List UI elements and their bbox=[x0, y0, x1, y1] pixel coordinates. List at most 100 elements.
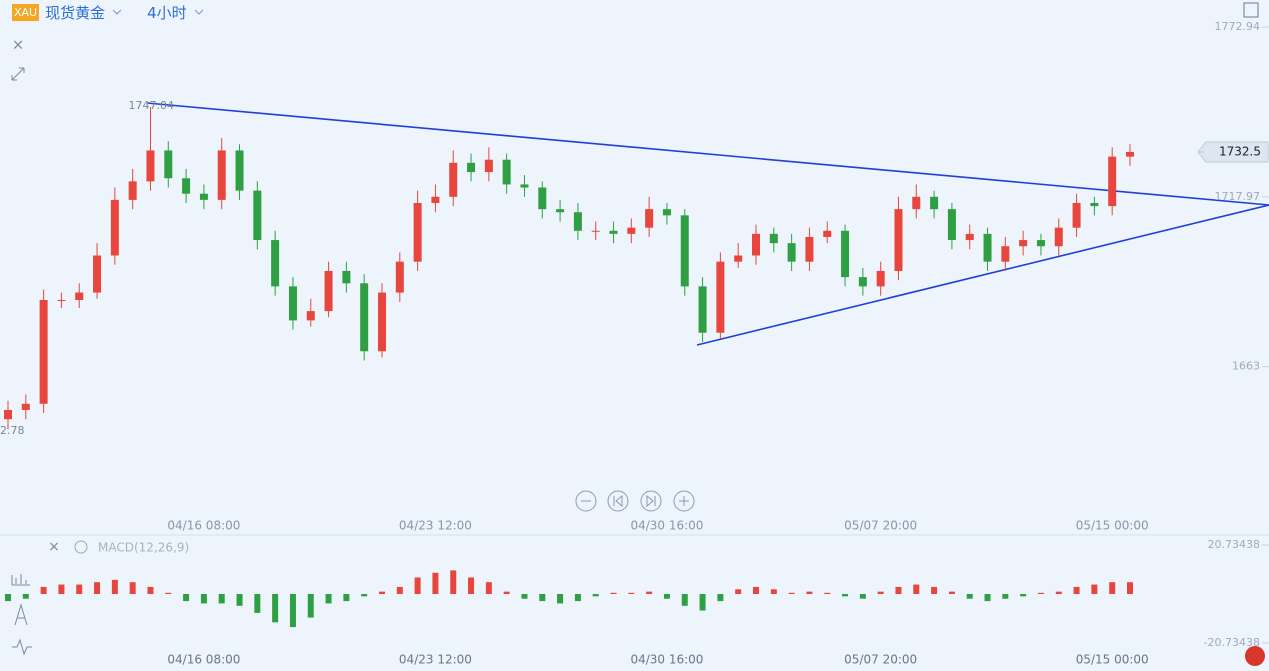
candle-body bbox=[342, 270, 351, 284]
candle-body bbox=[627, 227, 636, 234]
candle-body bbox=[734, 255, 743, 262]
macd-bar bbox=[5, 594, 11, 602]
macd-bar bbox=[183, 594, 190, 602]
macd-bar bbox=[735, 589, 742, 594]
zoom-in[interactable] bbox=[673, 490, 695, 512]
last-price-label: 1732.5 bbox=[1219, 144, 1261, 158]
candle-body bbox=[413, 202, 422, 262]
settings-icon[interactable] bbox=[1243, 2, 1259, 18]
trend-line bbox=[146, 102, 1269, 206]
candle-body bbox=[378, 292, 386, 352]
macd-bar bbox=[503, 591, 510, 594]
instrument-select[interactable]: 现货黄金 bbox=[45, 3, 106, 22]
candle-body bbox=[805, 236, 814, 262]
x-tick-label: 04/23 12:00 bbox=[399, 653, 472, 667]
macd-bar bbox=[129, 582, 136, 594]
candle-body bbox=[930, 196, 939, 210]
macd-bar bbox=[663, 594, 670, 599]
candle-body bbox=[182, 178, 191, 194]
macd-bar bbox=[450, 570, 457, 594]
zoom-out[interactable] bbox=[575, 490, 597, 512]
candle-body bbox=[1054, 227, 1063, 247]
y-tick-label: -20.73438 bbox=[1204, 636, 1260, 649]
candle-body bbox=[21, 403, 30, 410]
macd-bar bbox=[22, 594, 29, 599]
macd-bar bbox=[628, 592, 635, 594]
close-button[interactable]: × bbox=[12, 36, 25, 54]
candle-body bbox=[1001, 246, 1010, 262]
draw-icon[interactable] bbox=[14, 603, 28, 626]
x-tick-label: 04/16 08:00 bbox=[167, 653, 240, 667]
macd-bar bbox=[521, 594, 528, 599]
macd-bar bbox=[592, 594, 599, 597]
candle-body bbox=[769, 233, 778, 244]
macd-bar bbox=[646, 591, 653, 594]
candle-body bbox=[360, 283, 369, 352]
scroll-start[interactable] bbox=[607, 490, 629, 512]
candle-body bbox=[662, 209, 671, 216]
macd-bar bbox=[1091, 584, 1098, 594]
macd-bar bbox=[272, 594, 279, 623]
candle-body bbox=[467, 162, 476, 173]
macd-bar bbox=[1127, 582, 1133, 594]
wave-icon[interactable] bbox=[12, 638, 32, 656]
close-indicator[interactable]: × bbox=[48, 539, 60, 555]
indicator-settings[interactable] bbox=[74, 540, 88, 554]
macd-bar bbox=[681, 594, 688, 606]
candle-body bbox=[57, 299, 66, 301]
indicator-icon[interactable] bbox=[11, 574, 30, 586]
macd-bar bbox=[361, 594, 368, 597]
macd-bar bbox=[948, 591, 955, 594]
y-tick-label: 1772.94 bbox=[1215, 20, 1261, 33]
chevron bbox=[112, 9, 122, 15]
candle-body bbox=[235, 150, 244, 191]
macd-bar bbox=[842, 594, 849, 597]
macd-bar bbox=[1073, 586, 1080, 594]
candle-body bbox=[502, 159, 511, 185]
candle-body bbox=[1072, 202, 1081, 228]
macd-bar bbox=[200, 594, 207, 604]
candle-body bbox=[4, 409, 12, 420]
macd-bar bbox=[40, 586, 47, 594]
candle-body bbox=[39, 299, 48, 404]
candle-body bbox=[520, 184, 529, 188]
candle-body bbox=[894, 209, 903, 271]
macd-bar bbox=[254, 594, 261, 613]
macd-bar bbox=[877, 591, 884, 594]
macd-bar bbox=[307, 594, 314, 618]
macd-bar bbox=[895, 586, 902, 594]
candle-body bbox=[1126, 151, 1134, 157]
candle-body bbox=[698, 286, 707, 333]
candle-body bbox=[965, 233, 974, 241]
indicator-title: MACD(12,26,9) bbox=[98, 541, 189, 555]
candle-body bbox=[128, 181, 137, 200]
candle-body bbox=[271, 240, 280, 287]
macd-bar bbox=[913, 584, 920, 594]
macd-bar bbox=[699, 594, 706, 611]
symbol-badge[interactable]: XAU bbox=[12, 3, 40, 21]
last-price-box bbox=[1197, 141, 1269, 163]
scroll-end[interactable] bbox=[640, 490, 662, 512]
macd-bar bbox=[788, 592, 795, 594]
expand-icon[interactable] bbox=[11, 67, 25, 81]
macd-bar bbox=[859, 594, 866, 599]
candle-body bbox=[217, 150, 226, 200]
macd-bar bbox=[1037, 592, 1044, 594]
macd-bar bbox=[111, 579, 118, 594]
candle-body bbox=[75, 292, 84, 300]
candle-body bbox=[983, 233, 992, 262]
macd-bar bbox=[610, 592, 617, 594]
candle-body bbox=[947, 209, 956, 241]
macd-bar bbox=[806, 591, 813, 594]
zoom-controls bbox=[575, 490, 695, 512]
macd-bar bbox=[770, 589, 777, 594]
macd-bar bbox=[1055, 591, 1062, 594]
candle-body bbox=[645, 209, 654, 228]
interval-select[interactable]: 4小时 bbox=[147, 3, 187, 22]
candle-body bbox=[93, 255, 102, 293]
brand-icon bbox=[1245, 646, 1265, 666]
macd-bar bbox=[147, 586, 154, 594]
y-tick-label: 1663 bbox=[1232, 360, 1260, 373]
macd-bar bbox=[1109, 582, 1116, 594]
max-label: 1747.04 bbox=[128, 99, 174, 112]
